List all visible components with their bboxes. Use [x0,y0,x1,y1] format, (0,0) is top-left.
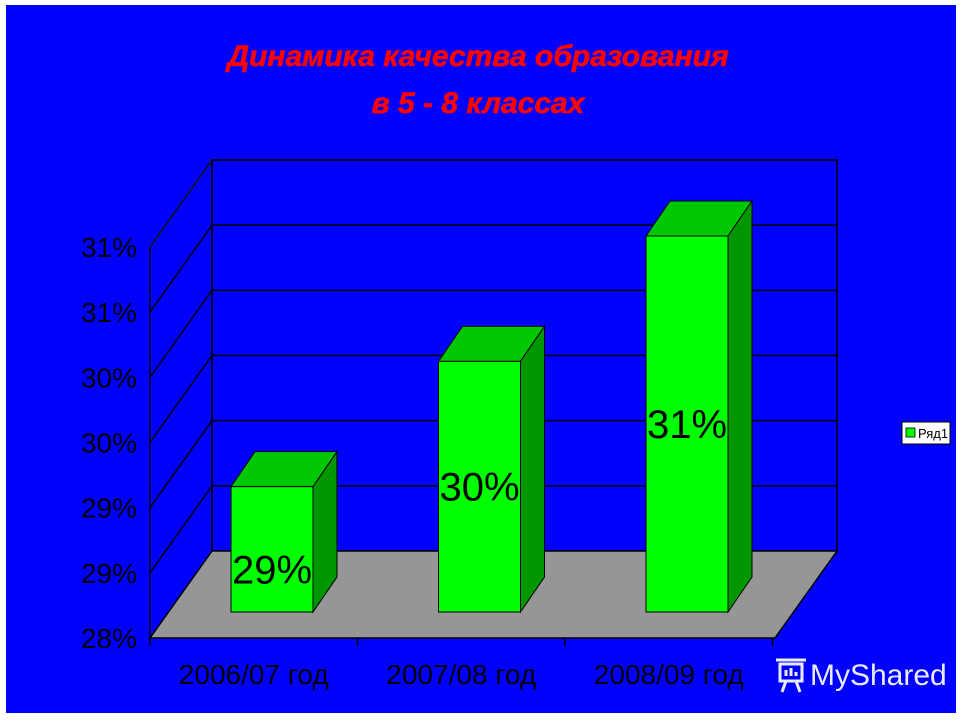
y-tick-label: 28% [81,623,137,654]
y-tick-label: 29% [81,493,137,524]
legend: Ряд1 [901,421,951,445]
x-category-label: 2006/07 год [179,659,329,690]
data-label: 30% [439,466,519,510]
y-axis-ticks: 28% 29% 29% 30% 30% 31% 31% [81,232,137,654]
bars: 29% 30% 31% [230,199,753,614]
bar-1: 29% [230,450,338,614]
chart-title-line-2: в 5 - 8 классах [372,87,586,120]
legend-label: Ряд1 [918,426,948,441]
bar-front-face [645,235,729,613]
side-gridline [149,420,213,509]
side-gridline [149,224,213,313]
data-label: 31% [647,403,727,447]
side-gridline [149,355,213,443]
bar-side-face [727,199,753,614]
watermark: MyShared [776,658,947,693]
x-category-label: 2007/08 год [386,659,536,690]
bar-front-face [438,360,521,613]
y-tick-label: 29% [81,558,137,589]
legend-box [901,421,951,445]
chart-title-line-1: Динамика качества образования [224,40,729,73]
bar-2: 30% [437,324,546,614]
y-tick-label: 31% [81,297,137,328]
bar-front-face [230,486,314,613]
legend-swatch [905,427,916,438]
bar-side-face [520,324,545,614]
watermark-text: MyShared [810,659,947,692]
data-label: 29% [232,548,312,592]
y-tick-label: 30% [81,428,137,459]
y-tick-label: 30% [81,362,137,393]
x-category-label: 2008/09 год [594,659,744,690]
y-tick-label: 31% [81,232,137,263]
side-gridline [149,485,213,574]
x-axis-labels: 2006/07 год 2007/08 год 2008/09 год [149,638,774,690]
side-gridline [149,159,213,248]
side-gridline [149,289,213,378]
bar-3: 31% [645,199,753,614]
presentation-board-icon [776,658,806,693]
